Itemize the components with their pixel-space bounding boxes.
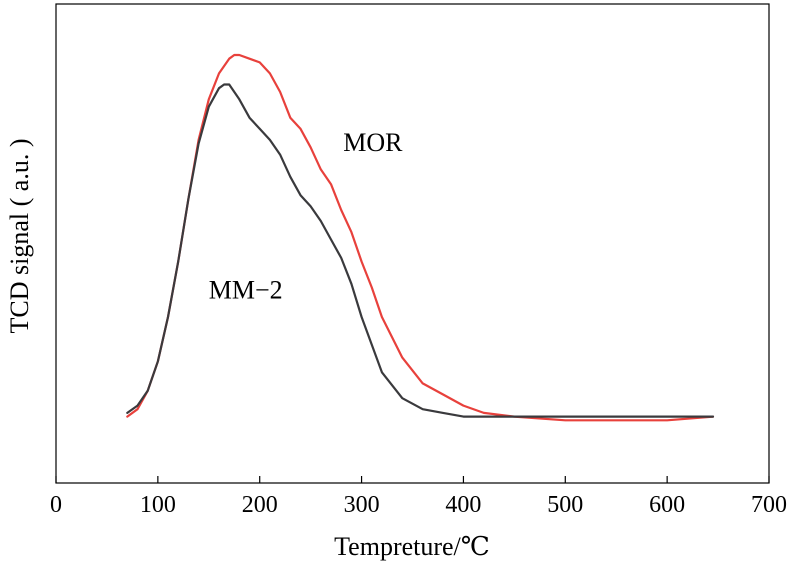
series-annotation: MOR [343, 128, 403, 157]
plot-frame [55, 3, 770, 484]
series-line-mor [126, 53, 715, 422]
x-axis-title: Tempreture/℃ [334, 532, 490, 561]
y-axis-title: TCD signal ( a.u. ) [5, 139, 34, 334]
x-tick-label: 600 [649, 492, 685, 518]
annotations: MOR MM−2 [209, 128, 403, 305]
x-tick-label: 0 [50, 492, 62, 518]
series-annotation: MM−2 [209, 276, 283, 305]
x-tick-label: 100 [140, 492, 176, 518]
x-tick-label: 500 [547, 492, 583, 518]
series-line-mm-2 [126, 83, 715, 418]
series-group [126, 53, 715, 422]
x-tick-label: 200 [242, 492, 278, 518]
x-tick-label: 400 [445, 492, 481, 518]
x-tick-label: 700 [751, 492, 787, 518]
x-axis-ticks: 0 100 200 300 400 500 600 700 [50, 476, 787, 518]
x-tick-label: 300 [344, 492, 380, 518]
